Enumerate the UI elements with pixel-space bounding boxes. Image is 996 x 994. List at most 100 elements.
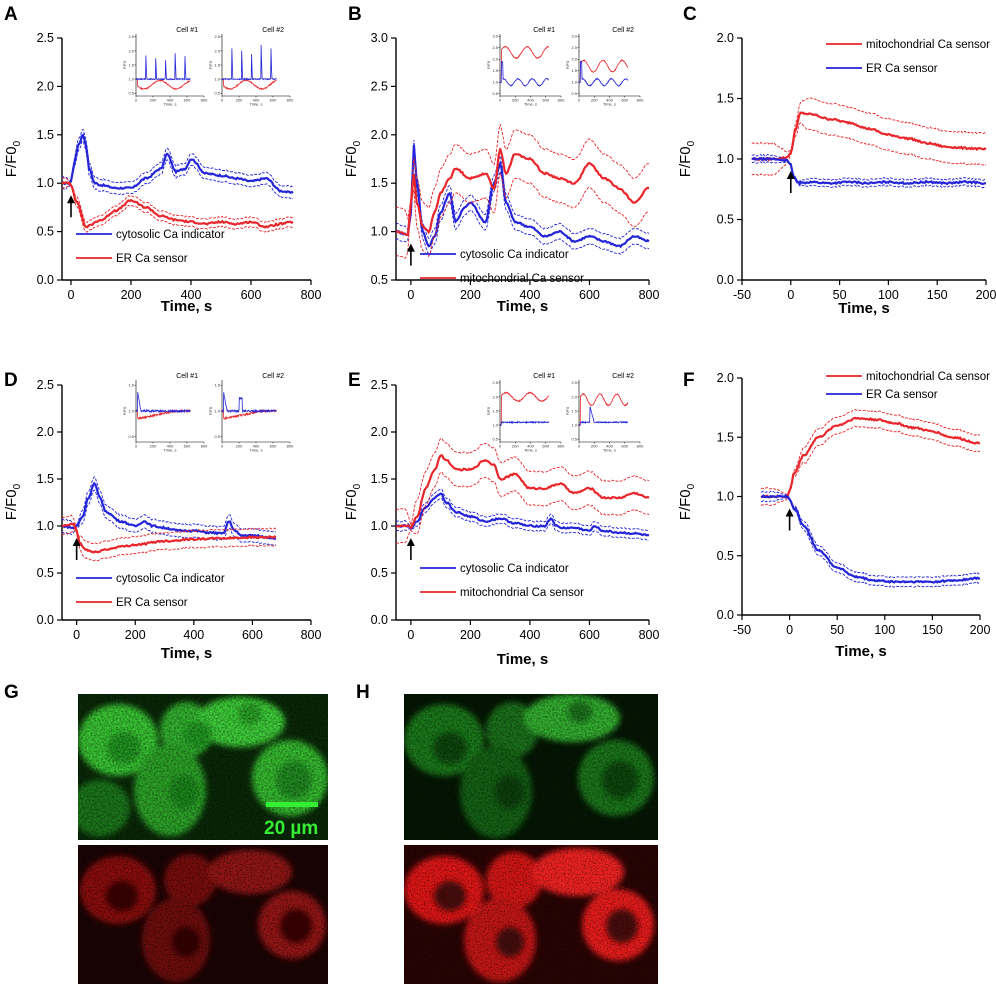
legend-label: mitochondrial Ca sensor: [866, 39, 990, 51]
stimulus-arrow: [785, 508, 794, 531]
y-tick-label: 1.5: [371, 176, 388, 190]
inset-blue-trace: [578, 406, 628, 426]
inset-x-tick-label: 400: [606, 98, 613, 103]
inset-y-tick-label: 0.5: [492, 91, 498, 96]
x-tick-label: 400: [520, 628, 541, 642]
series-upper-bound: [751, 153, 986, 183]
panel-label-e: E: [348, 370, 361, 391]
inset-x-tick-label: 400: [253, 98, 260, 103]
series-lower-bound: [395, 471, 650, 545]
y-tick-label: 0.5: [717, 213, 734, 227]
inset-x-tick-label: 0: [135, 98, 138, 103]
stimulus-arrow: [406, 538, 415, 560]
series-mean-line: [395, 144, 650, 249]
inset-title: Cell #2: [612, 373, 634, 380]
inset-cell-1: Cell #1 0 200 400 600 800 0.5 1.0 1.5 Time, s F/F0: [122, 373, 208, 453]
x-tick-label: 200: [121, 288, 142, 302]
inset-y-label: F/F0: [122, 60, 127, 69]
image-panel-h-red: [404, 845, 658, 984]
inset-y-tick-label: 2.5: [571, 45, 577, 50]
inset-y-tick-label: 1.5: [214, 383, 220, 388]
stimulus-arrow: [72, 538, 81, 560]
series-upper-bound: [61, 177, 294, 223]
inset-y-tick-label: 0.5: [571, 437, 577, 442]
inset-cell-2: Cell #2 0 200 400 600 800 0.5 1.0 1.5 2.0 2.5 3.0 Ti…: [565, 27, 644, 107]
inset-y-tick-label: 1.0: [214, 408, 220, 413]
y-tick-label: 0.5: [37, 225, 54, 239]
inset-x-tick-label: 800: [201, 98, 208, 103]
inset-x-tick-label: 800: [637, 98, 644, 103]
x-axis-label: Time, s: [835, 643, 886, 660]
inset-x-label: Time, s: [524, 102, 537, 107]
stimulus-arrow: [786, 171, 795, 193]
y-tick-label: 2.5: [371, 378, 388, 392]
series-lower-bound: [62, 489, 277, 546]
series-upper-bound: [751, 97, 987, 153]
chart-panel-c: C 0.0 0.5 1.0 1.5 2.0 -50 0 50 100 150 200 Time, s F/…: [677, 4, 996, 317]
inset-title: Cell #2: [262, 373, 284, 380]
inset-y-tick-label: 3.0: [492, 34, 498, 39]
inset-y-tick-label: 2.0: [214, 48, 220, 53]
inset-cell-1: Cell #1 0 200 400 600 800 0.5 1.0 1.5 2.0 2.5 3.0 Ti…: [486, 27, 565, 107]
series-mean-line: [62, 133, 294, 194]
inset-y-tick-label: 2.5: [214, 34, 220, 39]
x-tick-label: 800: [301, 628, 322, 642]
panel-label-f: F: [683, 370, 695, 391]
x-tick-label: -50: [733, 288, 751, 302]
stimulus-arrow: [406, 243, 415, 266]
x-tick-label: -50: [733, 623, 751, 637]
series-upper-bound: [761, 490, 981, 579]
inset-y-tick-label: 1.5: [128, 62, 134, 67]
legend-label: cytosolic Ca indicator: [460, 249, 569, 261]
x-tick-label: 800: [639, 288, 660, 302]
inset-x-tick-label: 600: [184, 444, 191, 449]
inset-y-tick-label: 0.5: [492, 437, 498, 442]
inset-y-tick-label: 1.0: [214, 76, 220, 81]
inset-x-tick-label: 400: [527, 444, 534, 449]
y-tick-label: 0.5: [37, 566, 54, 580]
series-upper-bound: [395, 124, 650, 220]
inset-x-tick-label: 0: [578, 444, 581, 449]
y-tick-label: 2.0: [717, 371, 734, 385]
y-tick-label: 2.5: [37, 31, 54, 45]
legend-label: mitochondrial Ca sensor: [866, 371, 990, 383]
chart-panel-b: B 0.5 1.0 1.5 2.0 2.5 3.0 0 200 400 600 800 Time, s F…: [343, 4, 659, 315]
inset-y-tick-label: 3.0: [571, 34, 577, 39]
inset-y-tick-label: 2.5: [128, 34, 134, 39]
inset-x-label: Time, s: [524, 448, 537, 453]
y-tick-label: 2.0: [717, 31, 734, 45]
x-tick-label: 150: [927, 288, 948, 302]
inset-x-label: Time, s: [603, 448, 616, 453]
inset-blue-trace: [499, 61, 550, 87]
inset-title: Cell #1: [176, 27, 198, 34]
x-tick-label: 800: [639, 628, 660, 642]
series-cytosolic-ca-indicator: [395, 488, 650, 541]
series-upper-bound: [62, 128, 294, 188]
inset-blue-trace: [221, 44, 277, 81]
inset-y-tick-label: 0.5: [128, 91, 134, 96]
series-er-ca-sensor: [61, 514, 277, 562]
inset-x-tick-label: 0: [578, 98, 581, 103]
inset-x-tick-label: 400: [527, 98, 534, 103]
panel-label-h: H: [356, 682, 370, 703]
inset-blue-trace: [499, 420, 550, 426]
inset-x-label: Time, s: [250, 102, 263, 107]
inset-y-tick-label: 2.5: [492, 45, 498, 50]
series-cytosolic-ca-indicator: [395, 139, 650, 255]
series-lower-bound: [761, 497, 981, 588]
y-tick-label: 2.5: [371, 79, 388, 93]
inset-cell-2: Cell #2 0 200 400 600 800 0.5 1.0 1.5 Time, s F/F0: [208, 373, 294, 453]
inset-x-tick-label: 600: [621, 444, 628, 449]
inset-x-tick-label: 200: [236, 98, 243, 103]
inset-x-tick-label: 200: [591, 444, 598, 449]
series-upper-bound: [395, 488, 650, 532]
inset-y-label: F/F0: [122, 406, 127, 415]
x-axis-label: Time, s: [161, 645, 212, 662]
y-tick-label: 1.0: [371, 519, 388, 533]
y-tick-label: 0.0: [37, 613, 54, 627]
inset-x-tick-label: 0: [221, 98, 224, 103]
x-tick-label: 400: [520, 288, 541, 302]
series-mean-line: [395, 492, 650, 537]
series-lower-bound: [751, 122, 987, 177]
inset-y-label: F/F0: [565, 60, 570, 69]
